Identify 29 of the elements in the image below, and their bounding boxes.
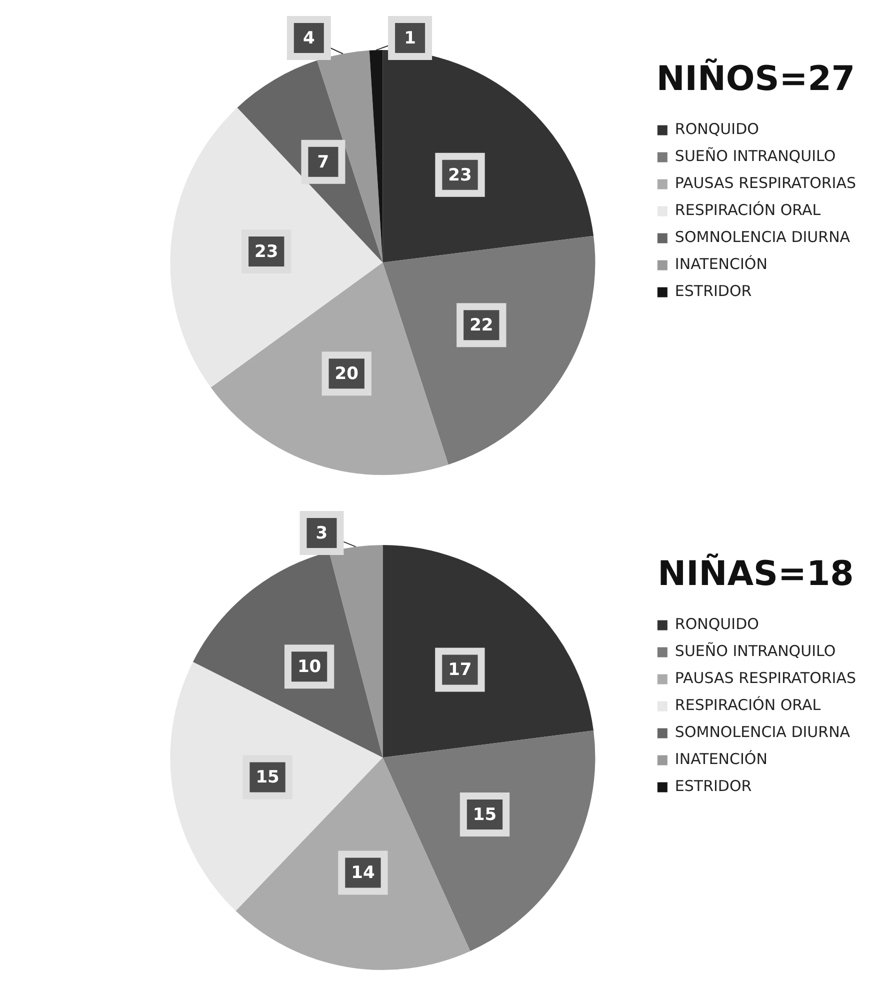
legend-label: SOMNOLENCIA DIURNA — [674, 228, 851, 246]
data-label: 1 — [404, 28, 416, 48]
text: NIÑAS=18 — [658, 552, 854, 594]
legend-label: INATENCIÓN — [674, 255, 768, 274]
data-label: 3 — [316, 523, 328, 544]
data-label: 23 — [254, 242, 278, 262]
data-label: 10 — [297, 656, 322, 677]
legend-label: ESTRIDOR — [674, 777, 752, 796]
legend-label: SUEÑO INTRANQUILO — [674, 642, 836, 660]
data-label: 17 — [448, 660, 472, 680]
data-label: 23 — [448, 165, 472, 186]
data-label: 4 — [302, 28, 315, 48]
legend-label: RESPIRACIÓN ORAL — [674, 696, 822, 714]
data-label: 15 — [472, 804, 497, 825]
legend-label: ESTRIDOR — [674, 282, 752, 300]
legend-label: RESPIRACIÓN ORAL — [674, 201, 822, 220]
data-label: 7 — [317, 152, 330, 172]
data-label: 14 — [351, 863, 375, 884]
data-label: 20 — [334, 364, 359, 384]
data-label: 15 — [256, 768, 280, 788]
text: NIÑOS=27 — [656, 58, 856, 99]
legend-label: PAUSAS RESPIRATORIAS — [674, 669, 856, 688]
legend-label: INATENCIÓN — [674, 750, 768, 768]
legend-label: RONQUIDO — [674, 615, 759, 634]
legend-label: SOMNOLENCIA DIURNA — [674, 723, 851, 742]
data-label: 22 — [470, 316, 494, 336]
legend-label: RONQUIDO — [674, 120, 759, 138]
legend-label: PAUSAS RESPIRATORIAS — [674, 174, 856, 192]
legend-label: SUEÑO INTRANQUILO — [674, 147, 836, 166]
